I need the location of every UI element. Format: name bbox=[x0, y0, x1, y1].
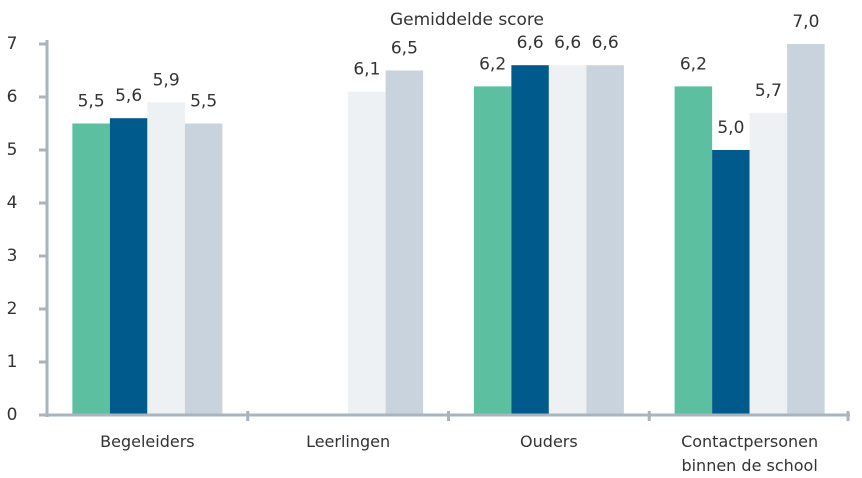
y-tick-label: 3 bbox=[7, 246, 18, 266]
bar bbox=[109, 118, 148, 415]
x-tick-label: Ouders bbox=[520, 432, 578, 451]
bar bbox=[184, 123, 223, 415]
bar bbox=[348, 91, 386, 415]
bar bbox=[511, 65, 549, 415]
value-label: 7,0 bbox=[792, 12, 819, 32]
y-tick-label: 1 bbox=[7, 352, 18, 372]
y-tick-label: 0 bbox=[7, 405, 18, 425]
value-label: 6,6 bbox=[554, 33, 581, 53]
bar bbox=[787, 44, 825, 415]
bar bbox=[712, 150, 750, 415]
bar bbox=[548, 65, 587, 415]
value-label: 5,5 bbox=[78, 92, 105, 112]
value-label: 5,0 bbox=[717, 118, 744, 138]
bar bbox=[147, 102, 185, 416]
value-label: 5,5 bbox=[190, 92, 217, 112]
y-tick-label: 6 bbox=[7, 87, 18, 107]
bar bbox=[749, 112, 788, 416]
bar bbox=[72, 123, 110, 415]
bar bbox=[473, 86, 512, 416]
value-label: 5,6 bbox=[115, 86, 142, 106]
y-tick-label: 2 bbox=[7, 299, 18, 319]
y-tick-label: 5 bbox=[7, 140, 18, 160]
value-label: 6,5 bbox=[391, 39, 418, 59]
x-tick-label: Contactpersonen binnen de school bbox=[681, 432, 819, 475]
y-tick-label: 7 bbox=[7, 34, 18, 54]
bar bbox=[674, 86, 713, 416]
chart-title: Gemiddelde score bbox=[390, 10, 544, 30]
value-label: 6,6 bbox=[517, 33, 544, 53]
x-tick-label: Begeleiders bbox=[100, 432, 195, 451]
value-label: 5,9 bbox=[153, 70, 180, 90]
value-label: 6,2 bbox=[479, 54, 506, 74]
value-label: 6,2 bbox=[680, 54, 707, 74]
value-label: 6,6 bbox=[592, 33, 619, 53]
value-label: 5,7 bbox=[755, 81, 782, 101]
value-label: 6,1 bbox=[353, 60, 380, 80]
x-tick-label: Leerlingen bbox=[306, 432, 391, 451]
bar bbox=[385, 70, 424, 415]
bar bbox=[586, 65, 624, 415]
y-tick-label: 4 bbox=[7, 193, 18, 213]
